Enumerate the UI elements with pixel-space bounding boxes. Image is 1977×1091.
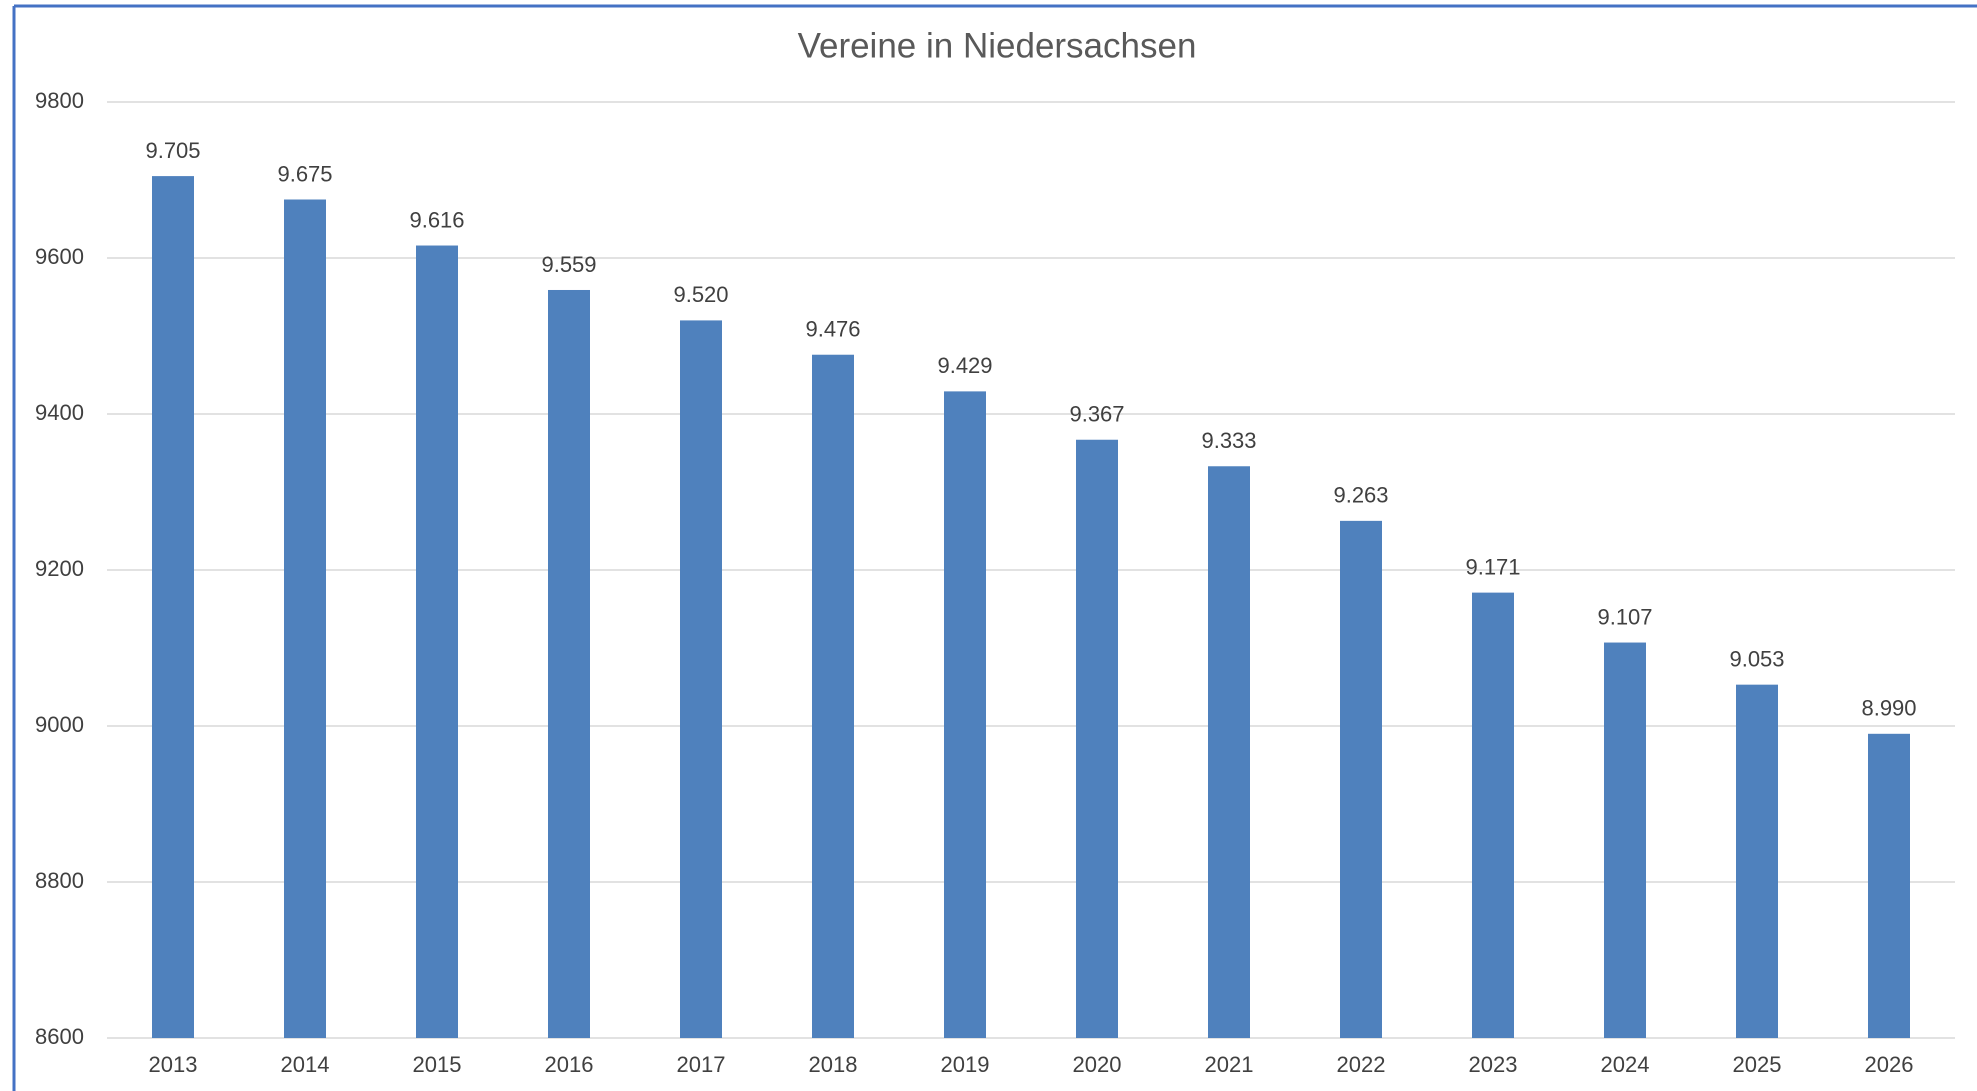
x-tick-label: 2023 xyxy=(1469,1052,1518,1077)
x-tick-label: 2025 xyxy=(1733,1052,1782,1077)
bar xyxy=(1076,439,1118,1038)
value-label: 9.053 xyxy=(1729,646,1784,671)
value-label: 9.616 xyxy=(409,207,464,232)
value-label: 9.520 xyxy=(673,282,728,307)
value-label: 9.559 xyxy=(541,252,596,277)
value-label: 9.263 xyxy=(1333,483,1388,508)
y-tick-label: 9000 xyxy=(35,712,84,737)
x-tick-label: 2020 xyxy=(1073,1052,1122,1077)
x-tick-label: 2022 xyxy=(1337,1052,1386,1077)
bar xyxy=(812,354,854,1039)
y-tick-label: 9600 xyxy=(35,244,84,269)
value-label: 9.476 xyxy=(805,317,860,342)
x-tick-label: 2015 xyxy=(413,1052,462,1077)
x-tick-label: 2013 xyxy=(149,1052,198,1077)
x-tick-label: 2024 xyxy=(1601,1052,1650,1077)
bar xyxy=(152,176,194,1039)
x-tick-label: 2014 xyxy=(281,1052,330,1077)
x-tick-label: 2021 xyxy=(1205,1052,1254,1077)
x-tick-label: 2016 xyxy=(545,1052,594,1077)
x-tick-label: 2019 xyxy=(941,1052,990,1077)
y-tick-label: 9400 xyxy=(35,400,84,425)
value-label: 9.675 xyxy=(277,161,332,186)
value-label: 9.333 xyxy=(1201,428,1256,453)
bar xyxy=(1736,684,1778,1038)
bar xyxy=(284,199,326,1038)
x-tick-label: 2017 xyxy=(677,1052,726,1077)
bar xyxy=(548,289,590,1039)
value-label: 8.990 xyxy=(1861,696,1916,721)
value-label: 9.171 xyxy=(1465,554,1520,579)
value-label: 9.705 xyxy=(145,138,200,163)
bar xyxy=(1472,592,1514,1038)
x-tick-label: 2018 xyxy=(809,1052,858,1077)
y-tick-label: 9200 xyxy=(35,556,84,581)
value-label: 9.367 xyxy=(1069,402,1124,427)
y-tick-label: 8800 xyxy=(35,868,84,893)
bar xyxy=(416,245,458,1038)
chart-title: Vereine in Niedersachsen xyxy=(798,26,1197,65)
bar xyxy=(1208,466,1250,1038)
bar xyxy=(1340,520,1382,1038)
bar xyxy=(1604,642,1646,1038)
x-tick-label: 2026 xyxy=(1865,1052,1914,1077)
bar xyxy=(944,391,986,1038)
value-label: 9.107 xyxy=(1597,604,1652,629)
bar xyxy=(1868,733,1910,1038)
bar xyxy=(680,320,722,1038)
y-tick-label: 8600 xyxy=(35,1024,84,1049)
value-label: 9.429 xyxy=(937,353,992,378)
y-tick-label: 9800 xyxy=(35,88,84,113)
